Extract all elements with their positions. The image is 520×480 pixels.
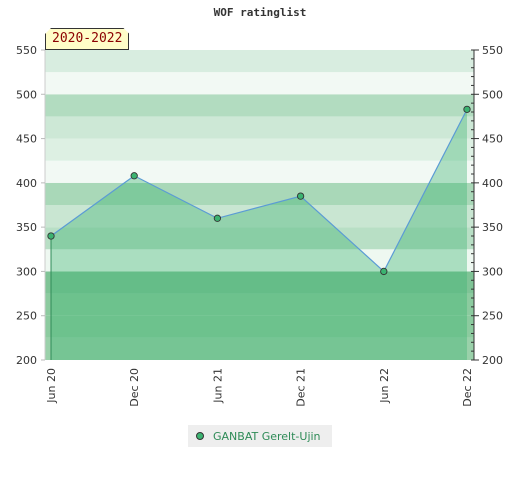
grid-band xyxy=(45,205,474,228)
data-point xyxy=(213,214,222,222)
y-tick-label-left: 300 xyxy=(16,265,37,278)
x-tick-label: Dec 22 xyxy=(461,368,474,407)
y-tick-label-left: 200 xyxy=(16,354,37,367)
y-tick-label-right: 500 xyxy=(482,88,503,101)
x-tick-label: Dec 21 xyxy=(295,368,308,407)
grid-band xyxy=(45,293,474,316)
y-tick-label-right: 450 xyxy=(482,133,503,146)
series-line xyxy=(50,109,468,273)
grid-band xyxy=(45,271,474,294)
grid-band xyxy=(45,315,474,338)
legend[interactable]: GANBAT Gerelt-Ujin xyxy=(188,425,332,447)
grid-band xyxy=(45,72,474,95)
y-tick-label-left: 250 xyxy=(16,310,37,323)
y-tick-label-left: 550 xyxy=(16,44,37,57)
x-tick-label: Jun 20 xyxy=(45,368,58,404)
data-point xyxy=(463,105,471,113)
data-point xyxy=(130,172,138,180)
legend-series-label: GANBAT Gerelt-Ujin xyxy=(213,429,321,443)
y-tick-label-right: 400 xyxy=(482,177,503,190)
chart-title: WOF ratinglist xyxy=(213,6,307,19)
data-point xyxy=(296,192,305,200)
grid-band xyxy=(45,116,474,139)
y-tick-label-right: 350 xyxy=(482,221,503,234)
grid-band xyxy=(45,182,474,205)
grid-band xyxy=(45,138,474,161)
grid-band xyxy=(45,227,474,250)
data-point xyxy=(380,267,388,276)
grid-band xyxy=(45,160,474,183)
grid-band xyxy=(45,94,474,117)
y-tick-label-left: 400 xyxy=(16,177,37,190)
legend-marker-icon xyxy=(196,432,204,440)
grid-band xyxy=(45,50,474,73)
x-tick-label: Jun 22 xyxy=(378,368,391,404)
y-tick-label-right: 300 xyxy=(482,265,503,278)
x-tick-label: Jun 21 xyxy=(211,368,224,404)
y-tick-label-left: 350 xyxy=(16,221,37,234)
y-tick-label-left: 500 xyxy=(16,88,37,101)
grid-band xyxy=(45,337,474,360)
period-badge: 2020-2022 xyxy=(45,28,129,50)
x-tick-label: Dec 20 xyxy=(128,368,141,407)
y-tick-label-right: 550 xyxy=(482,44,503,57)
data-point xyxy=(47,232,55,240)
y-tick-label-left: 450 xyxy=(16,133,37,146)
y-tick-label-right: 250 xyxy=(482,310,503,323)
grid-band xyxy=(45,249,474,272)
y-tick-label-right: 200 xyxy=(482,354,503,367)
series-area xyxy=(51,109,467,360)
